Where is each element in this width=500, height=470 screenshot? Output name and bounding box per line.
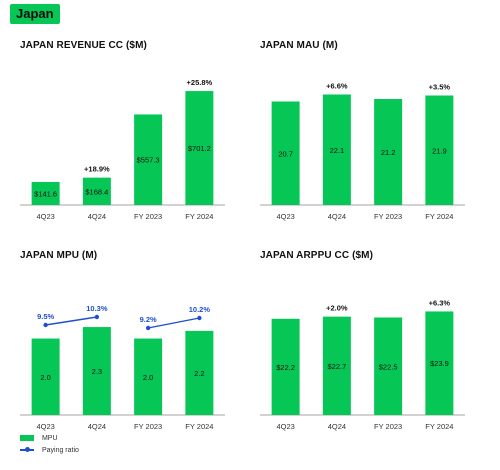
paying-ratio-label: 10.2% [189, 305, 211, 314]
bar [134, 338, 163, 415]
bar [425, 95, 454, 205]
x-tick-label: FY 2024 [185, 212, 213, 221]
bar-value-label: $22.7 [327, 362, 346, 371]
arppu-chart-panel: JAPAN ARPPU CC ($M) $22.2 4Q23 $22.7 +2.0% 4… [260, 250, 480, 435]
bar-value-label: $22.5 [379, 362, 398, 371]
bar-value-label: 2.3 [92, 367, 102, 376]
paying-ratio-line [147, 317, 200, 329]
chart-title: JAPAN MPU (M) [20, 250, 98, 261]
mpu-chart-panel: JAPAN MPU (M) 2.0 4Q23 2.3 4Q24 2.0 FY 2023 2.… [20, 250, 240, 460]
paying-ratio-line [45, 316, 97, 326]
bar-value-label: $22.2 [276, 363, 295, 372]
bar-value-label: $23.9 [430, 359, 449, 368]
bar-value-label: $557.3 [137, 156, 160, 165]
bar [374, 317, 403, 415]
revenue-chart-panel: JAPAN REVENUE CC ($M) $141.6 4Q23 $168.4 +1… [20, 40, 240, 225]
bar [185, 91, 214, 205]
bar-value-label: 21.9 [432, 146, 447, 155]
legend-swatch-mpu [20, 435, 34, 442]
bar-value-label: $168.4 [85, 187, 108, 196]
mpu-chart: 2.0 4Q23 2.3 4Q24 2.0 FY 2023 2.2 FY 2024 9.5% 10… [20, 304, 225, 431]
bar-value-label: $701.2 [188, 144, 211, 153]
mau-chart-panel: JAPAN MAU (M) 20.7 4Q23 22.1 +6.6% 4Q24 21.2 F… [260, 40, 480, 225]
x-tick-label: 4Q23 [36, 212, 54, 221]
paying-ratio-point [145, 325, 151, 331]
x-tick-label: 4Q23 [276, 422, 294, 431]
paying-ratio-point [43, 322, 48, 328]
chart-title: JAPAN MAU (M) [260, 40, 338, 51]
x-tick-label: 4Q24 [88, 212, 106, 221]
bar-value-label: 2.0 [143, 373, 153, 382]
paying-ratio-point [197, 315, 202, 321]
bar-value-label: 2.2 [194, 369, 204, 378]
paying-ratio-label: 10.3% [86, 304, 108, 313]
bar [185, 330, 214, 415]
growth-annotation: +18.9% [84, 165, 110, 174]
bar [271, 101, 300, 205]
bar-value-label: 22.1 [330, 146, 345, 155]
x-tick-label: FY 2023 [374, 212, 402, 221]
bar [425, 311, 454, 415]
legend-swatch-paying-ratio [20, 447, 34, 453]
bar [322, 316, 351, 415]
bar-value-label: 2.0 [40, 373, 50, 382]
bar-value-label: 21.2 [381, 148, 396, 157]
bar [322, 94, 351, 205]
bar [31, 181, 60, 205]
x-tick-label: 4Q24 [328, 422, 346, 431]
x-tick-label: FY 2023 [134, 212, 162, 221]
growth-annotation: +2.0% [326, 304, 348, 313]
bar-value-label: $141.6 [34, 189, 57, 198]
paying-ratio-point [94, 314, 100, 320]
x-tick-label: FY 2024 [185, 422, 213, 431]
bar [82, 177, 111, 205]
bar-value-label: 20.7 [278, 149, 293, 158]
bar [31, 338, 60, 415]
bar [134, 114, 163, 205]
growth-annotation: +6.3% [429, 298, 451, 307]
chart-title: JAPAN ARPPU CC ($M) [260, 250, 374, 261]
chart-title: JAPAN REVENUE CC ($M) [20, 40, 147, 51]
legend-item-mpu: MPU [20, 434, 58, 444]
paying-ratio-label: 9.5% [37, 312, 54, 321]
legend-item-paying-ratio: Paying ratio [20, 446, 79, 456]
growth-annotation: +25.8% [187, 78, 213, 87]
arppu-chart: $22.2 4Q23 $22.7 +2.0% 4Q24 $22.5 FY 2023 $23.9… [260, 298, 465, 431]
growth-annotation: +3.5% [429, 83, 451, 92]
legend-label: MPU [41, 435, 58, 442]
bar [374, 99, 403, 205]
bar [82, 327, 111, 415]
legend-label: Paying ratio [41, 447, 79, 454]
x-tick-label: 4Q23 [276, 212, 294, 221]
x-tick-label: FY 2024 [425, 212, 453, 221]
bar [271, 318, 300, 415]
x-tick-label: 4Q23 [36, 422, 54, 431]
x-tick-label: FY 2023 [134, 422, 162, 431]
x-tick-label: FY 2024 [425, 422, 453, 431]
growth-annotation: +6.6% [326, 82, 348, 91]
paying-ratio-label: 9.2% [140, 315, 157, 324]
x-tick-label: 4Q24 [88, 422, 106, 431]
x-tick-label: FY 2023 [374, 422, 402, 431]
mau-chart: 20.7 4Q23 22.1 +6.6% 4Q24 21.2 FY 2023 21.9 +3.5… [260, 82, 465, 221]
revenue-chart: $141.6 4Q23 $168.4 +18.9% 4Q24 $557.3 FY 2023 $… [20, 78, 225, 221]
region-badge: Japan [10, 4, 60, 24]
x-tick-label: 4Q24 [328, 212, 346, 221]
